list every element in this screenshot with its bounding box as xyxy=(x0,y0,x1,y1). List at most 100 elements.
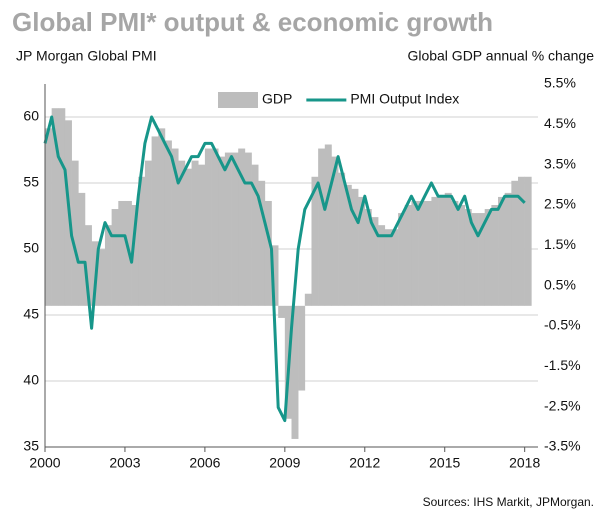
gdp-bar xyxy=(84,225,92,306)
gdp-bar xyxy=(444,192,452,306)
gdp-bar xyxy=(491,205,499,306)
y2-axis-label: Global GDP annual % change xyxy=(407,48,594,64)
gdp-bar xyxy=(78,192,86,306)
gdp-bar xyxy=(471,213,479,306)
x-tick-label: 2006 xyxy=(189,455,220,471)
gdp-bar xyxy=(364,209,372,306)
gdp-bar xyxy=(484,209,492,306)
y2-tick-label: -3.5% xyxy=(544,438,581,454)
gdp-bar xyxy=(404,205,412,306)
source-note: Sources: IHS Markit, JPMorgan. xyxy=(423,495,594,509)
gdp-bar xyxy=(271,245,279,306)
y2-tick-label: -0.5% xyxy=(544,317,581,333)
gdp-bar xyxy=(158,128,166,306)
gdp-bar xyxy=(498,196,505,306)
gdp-bar xyxy=(331,156,339,306)
gdp-bar xyxy=(478,213,486,306)
gdp-bar xyxy=(131,205,139,306)
gdp-bar xyxy=(298,305,306,391)
gdp-bar xyxy=(191,160,199,306)
x-tick-label: 2000 xyxy=(29,455,60,471)
gdp-bar xyxy=(238,148,246,306)
y-tick-label: 60 xyxy=(23,108,39,124)
gdp-bar xyxy=(424,200,432,306)
gdp-bar xyxy=(211,148,219,306)
x-tick-label: 2012 xyxy=(349,455,380,471)
gdp-bar xyxy=(524,176,532,306)
y-tick-label: 45 xyxy=(23,306,39,322)
gdp-bar xyxy=(144,160,152,306)
x-tick-label: 2003 xyxy=(109,455,140,471)
gdp-bar xyxy=(98,249,106,306)
gdp-bar xyxy=(398,213,406,306)
y-tick-label: 50 xyxy=(23,240,39,256)
y2-tick-label: 5.5% xyxy=(544,75,576,91)
gdp-bar xyxy=(151,136,159,306)
gdp-bar xyxy=(378,225,386,306)
gdp-bar xyxy=(218,156,226,306)
line-layer xyxy=(43,115,526,423)
gdp-bar xyxy=(451,200,459,306)
gdp-bar xyxy=(111,209,119,306)
y2-tick-label: 0.5% xyxy=(544,276,576,292)
gdp-bar xyxy=(384,229,392,306)
y2-tick-label: 1.5% xyxy=(544,236,576,252)
gdp-bar xyxy=(204,148,212,306)
gdp-bar xyxy=(224,152,232,306)
gdp-bar xyxy=(324,144,332,306)
legend-label: PMI Output Index xyxy=(350,91,459,107)
chart-title: Global PMI* output & economic growth xyxy=(12,7,493,37)
gdp-bar xyxy=(504,192,512,306)
gdp-bar xyxy=(171,148,179,306)
y2-tick-label: -1.5% xyxy=(544,357,581,373)
x-tick-label: 2015 xyxy=(429,455,460,471)
gdp-bar xyxy=(358,196,366,306)
y-tick-label: 35 xyxy=(23,438,39,454)
gdp-bar xyxy=(164,140,172,306)
y-tick-label: 55 xyxy=(23,174,39,190)
gdp-bar xyxy=(198,164,206,306)
gdp-bar xyxy=(258,180,266,306)
y2-tick-label: 2.5% xyxy=(544,196,576,212)
gdp-bar xyxy=(51,108,59,306)
x-tick-label: 2009 xyxy=(269,455,300,471)
pmi-line xyxy=(43,115,526,423)
gdp-bar xyxy=(371,217,379,306)
gdp-bar xyxy=(511,180,519,306)
gdp-bar xyxy=(458,205,466,306)
gdp-bar xyxy=(278,305,286,318)
gdp-bar xyxy=(184,168,192,306)
gdp-bar xyxy=(71,160,79,306)
gdp-bar xyxy=(138,176,146,306)
y2-tick-label: -2.5% xyxy=(544,397,581,413)
y2-tick-label: 4.5% xyxy=(544,115,576,131)
gdp-bar xyxy=(251,164,259,306)
y2-tick-label: 3.5% xyxy=(544,155,576,171)
gdp-bar xyxy=(351,188,359,306)
gdp-bar xyxy=(291,305,299,439)
gdp-bar xyxy=(431,196,439,306)
gdp-bar xyxy=(118,200,126,306)
gdp-bar xyxy=(311,176,319,306)
y-tick-label: 40 xyxy=(23,372,39,388)
gdp-bar xyxy=(244,152,252,306)
gdp-bar xyxy=(304,293,312,306)
gdp-bar xyxy=(318,148,326,306)
gdp-bar xyxy=(344,184,352,306)
legend-label: GDP xyxy=(262,91,292,107)
gdp-bar xyxy=(438,196,446,306)
gdp-bar xyxy=(231,152,239,306)
gdp-bar xyxy=(391,229,399,306)
y-axis-label: JP Morgan Global PMI xyxy=(16,48,157,64)
gdp-bar xyxy=(58,108,66,306)
gdp-bar xyxy=(411,200,419,306)
gdp-bar xyxy=(518,176,525,306)
gdp-bar xyxy=(338,172,346,306)
gdp-bar xyxy=(464,209,472,306)
x-tick-label: 2018 xyxy=(509,455,540,471)
gdp-bar xyxy=(45,128,52,306)
gdp-bar xyxy=(178,160,186,306)
gdp-bar xyxy=(104,225,112,306)
legend-swatch xyxy=(218,92,258,108)
